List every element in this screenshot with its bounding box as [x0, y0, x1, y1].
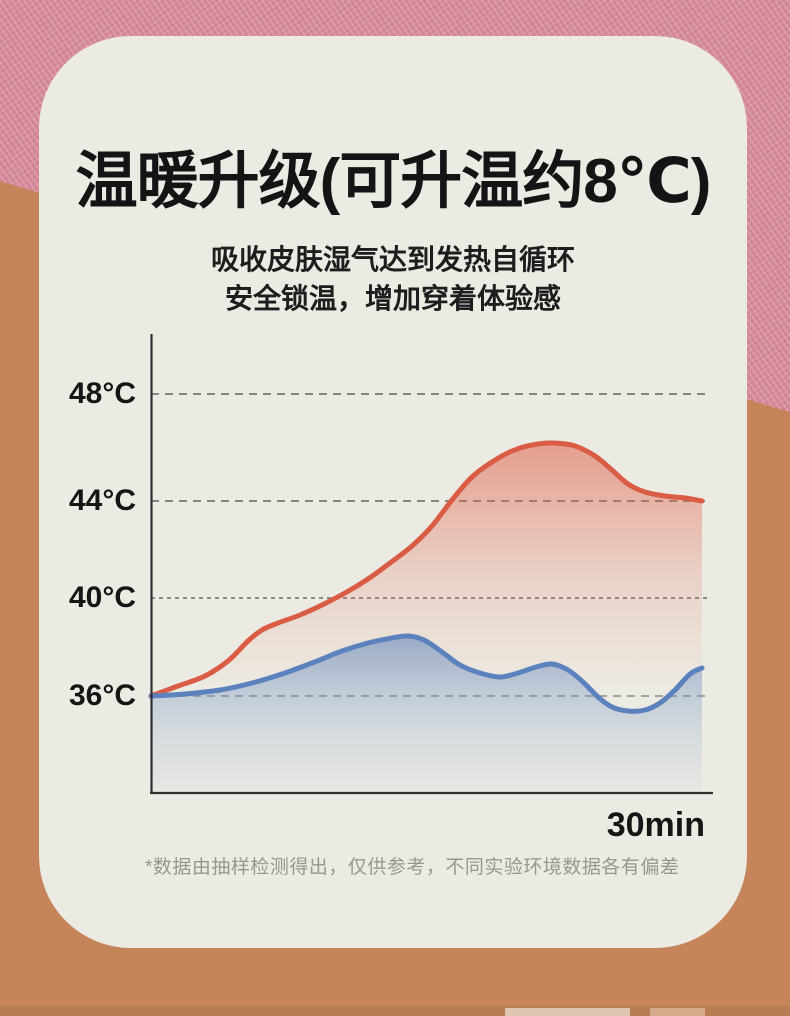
y-tick-36c: 36°C [68, 679, 136, 712]
subtitle-line-1: 吸收皮肤湿气达到发热自循环 [210, 244, 575, 275]
page-title: 温暖升级(可升温约8℃) [75, 147, 712, 216]
bottom-edge-strip [0, 1006, 790, 1016]
y-tick-40c: 40°C [68, 581, 136, 614]
x-axis-label: 30min [606, 806, 705, 844]
footnote: *数据由抽样检测得出，仅供参考，不同实验环境数据各有偏差 [145, 857, 680, 878]
bottom-edge-highlight-b [650, 1008, 705, 1016]
y-tick-48c: 48°C [68, 377, 136, 410]
y-tick-44c: 44°C [68, 484, 136, 517]
bottom-edge-highlight-a [505, 1008, 630, 1016]
subtitle-line-2: 安全锁温，增加穿着体验感 [224, 283, 561, 314]
page-subtitle: 吸收皮肤湿气达到发热自循环 安全锁温，增加穿着体验感 [39, 240, 747, 318]
